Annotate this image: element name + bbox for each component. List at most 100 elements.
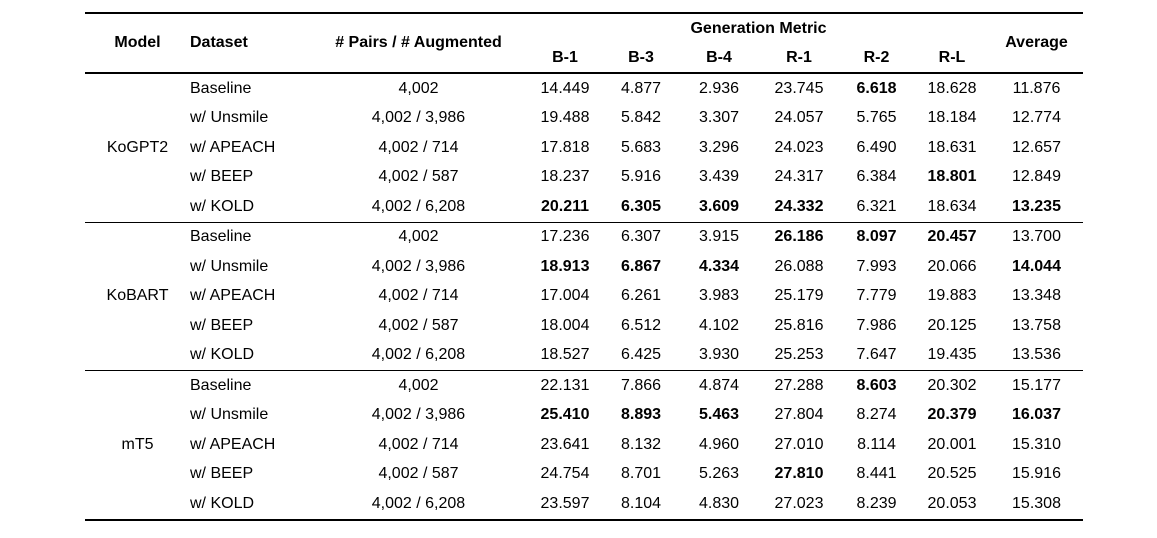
average-value-cell: 13.536 (1012, 346, 1061, 364)
pairs-cell: 4,002 (310, 221, 527, 252)
metric-value-cell: 17.236 (527, 221, 603, 252)
average-value-cell: 11.876 (1012, 79, 1061, 97)
pairs-cell: 4,002 / 714 (378, 435, 459, 453)
metric-value-cell: 3.915 (679, 221, 759, 252)
metric-value-cell: 8.274 (856, 406, 897, 424)
col-header-dataset: Dataset (190, 13, 310, 74)
metric-value-cell: 18.237 (540, 168, 590, 186)
dataset-cell: Baseline (190, 221, 310, 252)
metric-value-cell: 24.057 (774, 109, 824, 127)
dataset-cell: Baseline (190, 370, 310, 401)
metric-value-cell: 14.449 (540, 79, 590, 97)
metric-value-cell: 4.102 (698, 316, 740, 334)
dataset-cell: w/ BEEP (190, 316, 254, 334)
table-row: mT5 Baseline 4,002 22.131 7.866 4.874 27… (85, 370, 1083, 520)
metric-value-cell: 18.628 (927, 79, 977, 97)
metric-value-cell: 20.066 (927, 257, 977, 275)
metric-value-cell: 22.131 (527, 370, 603, 401)
metric-value-cell: 20.211 (540, 197, 590, 215)
dataset-cell: w/ APEACH (190, 435, 276, 453)
metric-value-cell: 7.993 (856, 257, 897, 275)
pairs-cell: 4,002 / 3,986 (371, 257, 466, 275)
table-row: w/ APEACH 4,002 / 714 17.004 6.261 3.983… (85, 282, 1083, 312)
metric-value-cell: 8.239 (856, 494, 897, 512)
metric-value-cell: 6.305 (620, 197, 662, 215)
metric-value-cell: 8.114 (857, 435, 896, 453)
metric-value-cell: 5.263 (698, 465, 740, 483)
dataset-cell: w/ KOLD (190, 346, 255, 364)
metric-value-cell: 3.439 (698, 168, 740, 186)
metric-value-cell: 4.877 (620, 79, 662, 97)
table-row: w/ Unsmile 4,002 / 3,986 25.410 8.893 5.… (85, 401, 1083, 431)
dataset-cell: w/ Unsmile (190, 257, 269, 275)
metric-value-cell: 20.457 (914, 221, 990, 252)
metric-value-cell: 5.765 (856, 109, 897, 127)
metric-value-cell: 26.088 (774, 257, 824, 275)
dataset-cell: w/ KOLD (190, 494, 255, 512)
metric-value-cell: 19.488 (540, 109, 590, 127)
metric-value-cell: 27.804 (774, 406, 824, 424)
col-header-b1: B-1 (527, 43, 603, 74)
average-value-cell: 12.849 (1012, 168, 1061, 186)
results-table-container: Model Dataset # Pairs / # Augmented Gene… (85, 12, 1083, 521)
metric-value-cell: 27.010 (774, 435, 824, 453)
metric-value-cell: 27.023 (774, 494, 824, 512)
metric-value-cell: 18.631 (927, 138, 977, 156)
average-value-cell: 12.657 (1012, 138, 1061, 156)
metric-value-cell: 18.634 (927, 197, 977, 215)
metric-value-cell: 26.186 (759, 221, 839, 252)
metric-value-cell: 7.866 (603, 370, 679, 401)
metric-value-cell: 4.960 (698, 435, 740, 453)
metric-value-cell: 3.296 (698, 138, 740, 156)
col-header-model: Model (85, 13, 190, 74)
metric-value-cell: 6.490 (856, 138, 897, 156)
metric-value-cell: 25.410 (540, 406, 590, 424)
average-value-cell: 15.177 (990, 370, 1083, 401)
pairs-cell: 4,002 / 714 (378, 287, 459, 305)
metric-value-cell: 2.936 (698, 79, 740, 97)
model-cell: mT5 (85, 370, 190, 520)
metric-value-cell: 4.874 (679, 370, 759, 401)
metric-value-cell: 27.810 (774, 465, 824, 483)
col-header-b4: B-4 (679, 43, 759, 74)
metric-value-cell: 6.618 (856, 79, 897, 97)
average-value-cell: 13.348 (1012, 287, 1061, 305)
metric-value-cell: 25.179 (774, 287, 824, 305)
average-value-cell: 13.758 (1012, 316, 1061, 334)
metric-value-cell: 6.321 (856, 197, 897, 215)
header-row-metrics: B-1 B-3 B-4 R-1 R-2 R-L (85, 43, 1083, 74)
metric-value-cell: 4.334 (698, 257, 740, 275)
dataset-cell: w/ APEACH (190, 138, 276, 156)
metric-value-cell: 20.125 (927, 316, 977, 334)
pairs-cell: 4,002 / 587 (378, 168, 459, 186)
metric-value-cell: 6.261 (620, 287, 662, 305)
metric-value-cell: 18.527 (540, 346, 590, 364)
pairs-cell: 4,002 / 6,208 (371, 494, 466, 512)
dataset-cell: w/ KOLD (190, 197, 255, 215)
dataset-cell: w/ Unsmile (190, 406, 269, 424)
metric-value-cell: 8.893 (620, 406, 662, 424)
pairs-cell: 4,002 / 3,986 (371, 109, 466, 127)
metric-value-cell: 17.818 (540, 138, 590, 156)
metric-value-cell: 27.288 (759, 370, 839, 401)
average-value-cell: 15.310 (1012, 435, 1061, 453)
metric-value-cell: 24.754 (540, 465, 590, 483)
average-value-cell: 15.916 (1012, 465, 1061, 483)
metric-value-cell: 6.307 (603, 221, 679, 252)
metric-value-cell: 17.004 (540, 287, 590, 305)
metric-value-cell: 6.867 (620, 257, 662, 275)
metric-value-cell: 20.001 (927, 435, 977, 453)
metric-value-cell: 20.302 (914, 370, 990, 401)
pairs-cell: 4,002 / 6,208 (371, 346, 466, 364)
pairs-cell: 4,002 / 587 (378, 465, 459, 483)
col-header-generation-metric: Generation Metric (690, 19, 827, 37)
average-value-cell: 12.774 (1012, 109, 1061, 127)
col-header-r1: R-1 (759, 43, 839, 74)
metric-value-cell: 6.512 (620, 316, 662, 334)
metric-value-cell: 24.332 (774, 197, 824, 215)
table-row: w/ APEACH 4,002 / 714 23.641 8.132 4.960… (85, 430, 1083, 460)
col-header-rl: R-L (914, 43, 990, 74)
metric-value-cell: 24.023 (774, 138, 824, 156)
pairs-cell: 4,002 / 6,208 (371, 197, 466, 215)
metric-value-cell: 8.104 (620, 494, 662, 512)
